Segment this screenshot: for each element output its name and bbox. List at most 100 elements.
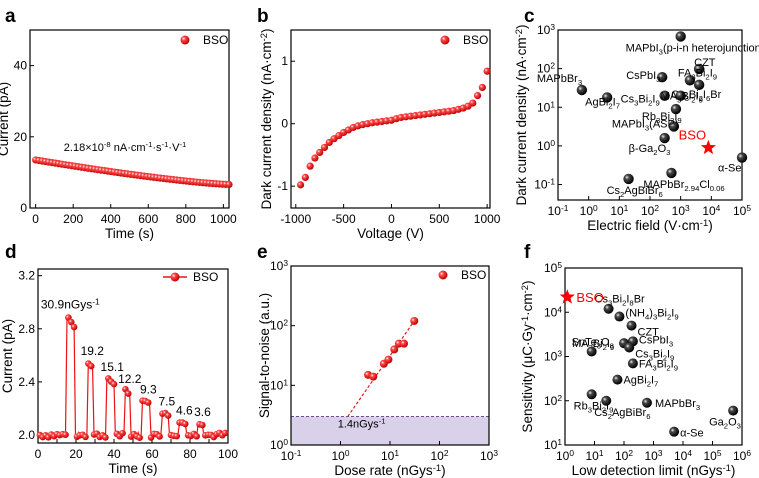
panel-c-xtick-label: 101 [610,203,628,218]
panel-f-xtick-label-part: 10 [674,449,688,463]
panel-f-xtick-label-part: 10 [644,449,658,463]
panel-c-xtick-label-part: 10 [580,204,594,218]
panel-a-xtick-label: 0 [32,212,39,226]
panel-f-point-label: Cs3Bi2I8Br [595,294,645,308]
panel-f-xtick-label-part: 5 [717,448,722,458]
panel-e-ytick-label-part: 2 [283,318,288,328]
panel-f-point-label-part: O [601,336,610,348]
panel-f-point-label-part: Bi [593,338,603,350]
panel-b-data-point [478,83,486,92]
panel-c-point-label-part: Cs [621,94,635,106]
panel-c-point-label: CZT [694,57,716,69]
panel-c-point-label-part: 3 [666,148,670,157]
panel-c-xtick-label-part: 10 [672,204,686,218]
panel-a-annotation-part: -8 [104,140,111,149]
panel-e-xtick-label-part: 10 [331,449,345,463]
panel-b-ytick-label: 0 [281,117,288,131]
panel-d-xtick-label: 0 [35,447,42,461]
panel-c-ytick-label-part: 10 [537,62,551,76]
panel-f-ytick-label-part: 3 [557,349,562,359]
panel-c: c10-1 100 101 102 103 104 10510-1100101102103E… [514,6,759,233]
panel-c-point-label-part: O [658,143,667,155]
panel-e-ytick-label-part: 3 [283,258,288,268]
panel-f-point-label-part: ) [649,308,653,320]
panel-f-point-label-part: SnTe [572,336,597,348]
panel-c-data-point [684,75,696,86]
panel-f-xtick-label-part: 10 [615,449,629,463]
panel-c-xlabel-part: Electric field (V·cm [587,218,700,233]
panel-e-ytick-label-part: 1 [283,377,288,387]
panel-f-point-label-part: 9 [670,353,674,362]
panel-d-pulse-label: 12.2 [118,372,142,386]
panel-c-data-point [666,167,677,179]
panel-a-xlabel-part: Time (s) [105,226,154,241]
panel-f-xtick-label-part: 10 [556,449,570,463]
panel-d-xlabel-part: Time (s) [109,461,158,476]
panel-c-point-label-part: (p-i-n heterojunction) [663,42,759,54]
panel-f-point-label: (NH4)3Bi2I9 [625,308,678,322]
panel-b-ylabel: Dark current density (nA·cm-2) [259,29,274,210]
panel-f-point-label-part: 2 [724,422,728,431]
panel-c-point-label-part: 3 [656,116,660,125]
panel-e-panel-label: e [257,242,268,263]
panel-c-ytick-label: 103 [537,22,555,37]
panel-e-xtick-label-part: 10 [480,449,494,463]
panel-f-ytick-label-part: 1 [557,437,562,447]
panel-f-point-label-part: Bi [657,358,667,370]
panel-f-ylabel-part: -1 [520,316,531,324]
panel-e-xlabel-part: -1 [433,463,441,474]
panel-c-point-label-part: 7 [616,101,620,110]
panel-c-point-label: Cs2AgBiBr6 [607,185,663,199]
panel-c-point-label-part: Bi [689,89,699,101]
panel-d-ytick-label: 2.8 [18,322,35,336]
panel-c-point-label-part: 9 [713,72,717,81]
panel-c-point-label-part: 9 [677,116,681,125]
panel-c-ytick-label: 101 [537,99,555,114]
panel-f-ytick-label-part: 10 [544,305,558,319]
panel-f-point-label: AgBi2I7 [623,375,658,389]
panel-f-data-point [612,374,623,385]
panel-b-xtick-label: -500 [332,212,356,226]
panel-f-point-label-part: I [626,294,629,306]
panel-c-point-label-part: 2 [620,190,624,199]
panel-c-xtick-label-part: 3 [685,203,690,213]
panel-f-point-label: α-Se [680,428,703,440]
panel-c-ytick-label: 10-1 [534,177,555,192]
panel-f-point-label-part: O [728,417,737,429]
panel-f-point-label: MAPbBr3 [655,398,700,412]
panel-c-xtick-label-part: -1 [561,203,569,213]
panel-b-data-point [483,67,491,75]
panel-c-point-label-part: (ASP) [649,118,678,130]
panel-e-ytick-label-part: 10 [270,378,284,392]
panel-c-point-label-part: 2 [653,148,657,157]
panel-c-data-point [675,90,686,101]
panel-f-ytick-label: 101 [544,437,562,452]
panel-f-point-label-part: Bi [653,348,663,360]
panel-c-point-label-part: I [652,94,655,106]
panel-c-data-point [675,31,686,42]
panel-d-xtick-label: 100 [218,447,238,461]
panel-e-xtick-label: 101 [381,448,399,463]
panel-c-data-point [693,63,705,75]
panel-f-point-label-part: 2 [622,299,626,308]
panel-c-ytick-label-part: 10 [534,178,548,192]
panel-b-xtick-label: 0 [388,212,395,226]
panel-f-ytick-label: 104 [544,304,562,319]
panel-f-point-label: CsPbI3 [639,334,673,348]
panel-f-point-label-part: 3 [669,339,673,348]
panel-c-data-point [670,103,682,115]
panel-c-point-label-part: I [613,96,616,108]
panel-f-point-label-part: 8 [629,299,633,308]
panel-f-data-point [601,395,612,406]
panel-e-noise-region [291,416,489,445]
panel-a-annotation-part: -1 [162,140,169,149]
panel-a-panel-label: a [5,6,16,27]
panel-d-xtick-label: 60 [145,447,159,461]
panel-c-point-label-part: Rb [642,111,656,123]
panel-a-ytick-label: 40 [14,59,28,73]
panel-f-point-label-part: MAPbBr [655,398,696,410]
panel-e-threshold-label-part: -1 [379,417,386,426]
panel-c-ytick-label-part: 10 [537,100,551,114]
